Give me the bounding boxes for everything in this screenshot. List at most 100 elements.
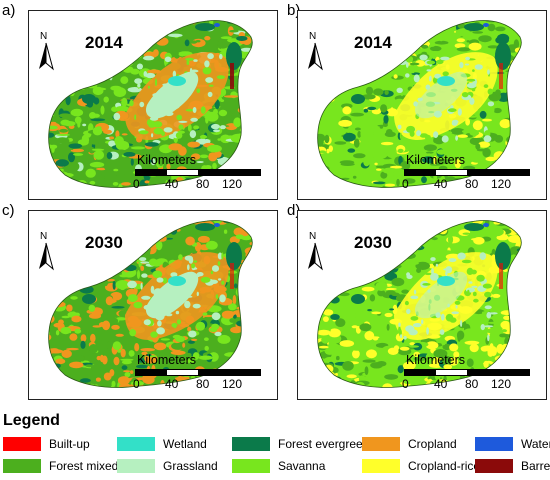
land-cover-patch <box>61 349 72 358</box>
map-d-svg <box>317 220 522 388</box>
land-cover-patch <box>74 116 82 124</box>
basin-patch <box>409 130 415 137</box>
land-cover-patch <box>148 159 153 163</box>
land-cover-patch <box>232 314 237 319</box>
scale-tick: 80 <box>465 377 479 391</box>
land-cover-patch <box>48 302 54 311</box>
basin-patch <box>474 64 483 70</box>
land-cover-patch <box>236 306 250 311</box>
land-cover-patch <box>118 183 123 188</box>
basin-patch <box>473 298 479 303</box>
legend-item: Water <box>475 437 550 451</box>
land-cover-patch <box>519 76 522 84</box>
land-cover-patch <box>465 118 470 126</box>
basin-patch <box>472 69 475 72</box>
land-cover-patch <box>449 343 459 352</box>
land-cover-patch <box>455 28 470 37</box>
land-cover-patch <box>89 221 101 231</box>
land-cover-patch <box>411 156 425 160</box>
land-cover-patch <box>411 226 417 231</box>
map-b-svg <box>312 16 522 188</box>
land-cover-patch <box>343 22 353 31</box>
land-cover-patch <box>123 152 136 157</box>
land-cover-patch <box>520 234 522 237</box>
map-panel-c: N 2030 Kilometers 0 40 80 120 <box>28 210 278 400</box>
land-cover-patch <box>312 175 315 178</box>
land-cover-patch <box>187 326 192 332</box>
land-cover-patch <box>431 20 436 23</box>
land-cover-patch <box>395 98 404 103</box>
land-cover-patch <box>511 129 522 133</box>
basin-patch <box>433 131 439 138</box>
basin-patch <box>196 291 199 297</box>
land-cover-patch <box>387 28 392 32</box>
land-cover-patch <box>398 40 404 46</box>
land-cover-patch <box>329 296 340 304</box>
scale-tick: 0 <box>133 177 140 191</box>
land-cover-patch <box>456 38 465 43</box>
basin-patch <box>480 324 485 331</box>
land-cover-patch <box>184 39 190 47</box>
land-cover-patch <box>317 277 328 285</box>
land-cover-patch <box>386 129 393 136</box>
land-cover-patch <box>76 79 83 85</box>
land-cover-patch <box>318 220 331 225</box>
land-cover-patch <box>242 114 248 118</box>
land-cover-patch <box>212 162 217 170</box>
land-cover-patch <box>312 104 318 109</box>
land-cover-patch <box>374 162 378 166</box>
land-cover-patch <box>365 86 374 96</box>
land-cover-patch <box>118 280 127 291</box>
land-cover-patch <box>346 374 357 379</box>
land-cover-patch <box>95 52 108 59</box>
land-cover-patch <box>519 111 522 120</box>
land-cover-patch <box>429 51 440 54</box>
land-cover-patch <box>48 125 58 130</box>
land-cover-patch <box>157 156 165 166</box>
basin-patch <box>211 312 221 321</box>
land-cover-patch <box>365 21 374 24</box>
basin-patch <box>398 322 401 327</box>
basin-patch <box>461 259 472 264</box>
land-cover-patch <box>361 94 376 100</box>
land-cover-patch <box>48 20 52 30</box>
watershed-outline <box>48 220 253 388</box>
land-cover-patch <box>67 161 80 172</box>
land-cover-patch <box>356 60 363 70</box>
land-cover-patch <box>345 312 356 315</box>
land-cover-patch <box>237 91 250 96</box>
land-cover-patch <box>313 16 317 25</box>
legend-label: Built-up <box>49 437 90 451</box>
land-cover-patch <box>103 129 112 134</box>
land-cover-patch <box>384 272 398 281</box>
land-cover-patch <box>513 265 522 273</box>
land-cover-patch <box>347 220 355 222</box>
land-cover-patch <box>335 30 346 38</box>
land-cover-patch <box>330 314 340 320</box>
basin-patch <box>403 335 407 340</box>
basin-patch <box>398 326 401 335</box>
land-cover-patch <box>412 20 419 25</box>
land-cover-patch <box>48 169 61 179</box>
land-cover-patch <box>320 151 330 161</box>
land-cover-patch <box>52 301 66 308</box>
land-cover-patch <box>331 88 341 96</box>
land-cover-patch <box>335 318 346 327</box>
land-cover-patch <box>418 162 431 171</box>
land-cover-patch <box>367 172 372 180</box>
land-cover-patch <box>50 144 58 149</box>
land-cover-patch <box>50 385 62 388</box>
land-cover-patch <box>161 20 166 28</box>
land-cover-patch <box>189 220 198 223</box>
land-cover-patch <box>357 131 362 138</box>
basin-patch <box>217 138 222 141</box>
land-cover-patch <box>42 168 47 178</box>
land-cover-patch <box>56 133 70 136</box>
panel-label-a: a) <box>2 2 16 19</box>
panel-year: 2030 <box>85 233 123 252</box>
land-cover-patch <box>352 116 364 122</box>
basin-patch <box>219 294 226 303</box>
land-cover-patch <box>513 109 519 119</box>
land-cover-patch <box>195 321 206 331</box>
land-cover-patch <box>404 220 409 222</box>
